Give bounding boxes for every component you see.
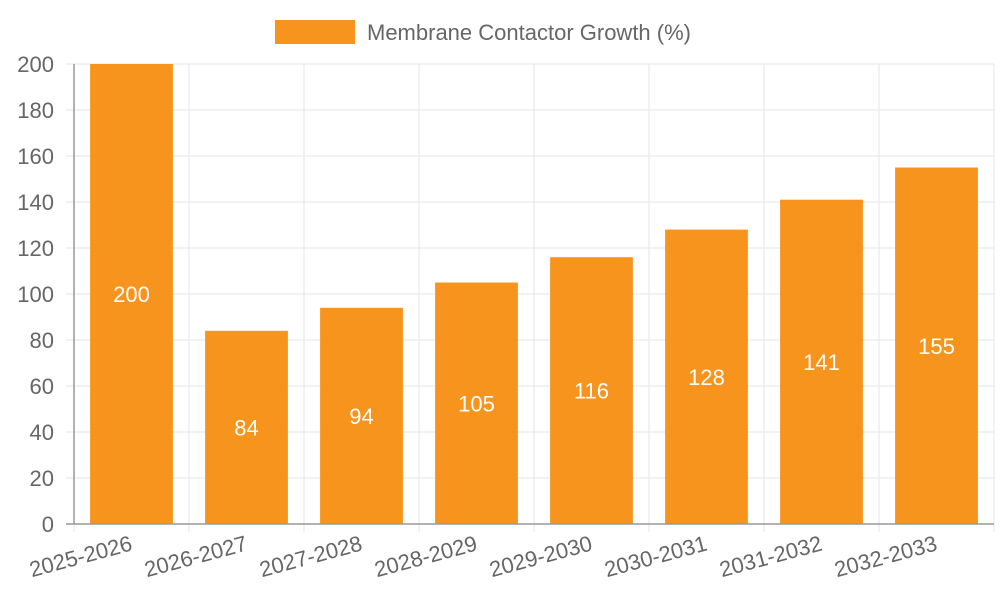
bar-value-label: 155 [918,334,955,359]
y-tick-label: 120 [17,236,54,261]
bar[interactable] [320,307,403,524]
bar[interactable] [665,229,748,524]
y-tick-label: 40 [30,420,54,445]
bar-value-label: 84 [234,415,258,440]
x-tick-label: 2025-2026 [27,531,135,582]
y-tick-label: 160 [17,144,54,169]
x-tick-label: 2029-2030 [487,531,595,582]
bar[interactable] [550,257,633,524]
bar[interactable] [780,199,863,524]
bar-value-label: 128 [688,365,725,390]
legend-label: Membrane Contactor Growth (%) [367,20,691,45]
bar-value-label: 200 [113,282,150,307]
x-tick-label: 2026-2027 [142,531,250,582]
bar[interactable] [895,167,978,525]
y-tick-label: 0 [42,512,54,537]
bar-value-label: 94 [349,404,373,429]
bar[interactable] [205,330,288,524]
legend-swatch[interactable] [275,20,355,44]
x-tick-label: 2027-2028 [257,531,365,582]
bar[interactable] [90,64,173,524]
bar-value-label: 105 [458,391,495,416]
y-tick-label: 100 [17,282,54,307]
legend[interactable]: Membrane Contactor Growth (%) [275,20,691,45]
y-tick-label: 200 [17,52,54,77]
y-tick-label: 80 [30,328,54,353]
bar-data-labels: 200 84 94 105 116 128 141 155 [113,282,955,440]
bar[interactable] [435,282,518,525]
y-tick-label: 20 [30,466,54,491]
y-tick-label: 60 [30,374,54,399]
bar-value-label: 141 [803,350,840,375]
x-tick-label: 2028-2029 [372,531,480,582]
x-tick-label: 2030-2031 [602,531,710,582]
bars [90,64,978,524]
y-tick-label: 140 [17,190,54,215]
y-tick-label: 180 [17,98,54,123]
x-tick-label: 2032-2033 [832,531,940,582]
x-tick-label: 2031-2032 [717,531,825,582]
bar-value-label: 116 [574,379,609,404]
